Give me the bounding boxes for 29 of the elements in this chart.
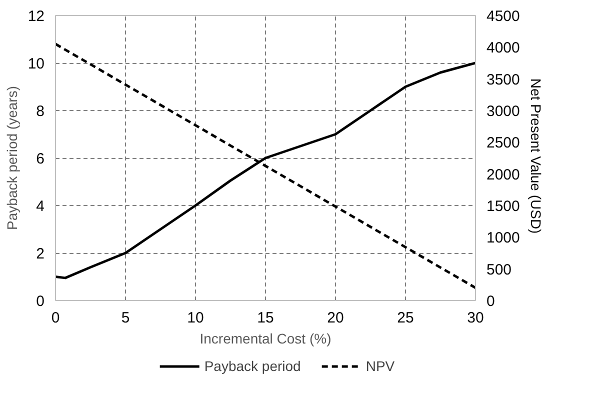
legend-label: NPV: [366, 358, 395, 374]
x-tick-label: 0: [51, 310, 60, 326]
y-tick-label: 2: [36, 246, 44, 262]
x-tick-label: 25: [397, 310, 414, 326]
x-axis-title: Incremental Cost (%): [200, 330, 332, 346]
y2-axis-title: Net Present Value (USD): [528, 78, 544, 234]
y-tick-label: 12: [28, 8, 45, 25]
y2-tick-label: 3500: [486, 71, 520, 88]
y-tick-label: 10: [28, 56, 45, 72]
x-tick-label: 15: [257, 310, 274, 326]
y2-tick-label: 1000: [486, 230, 520, 247]
x-tick-label: 20: [327, 310, 344, 326]
y2-tick-label: 4000: [486, 40, 520, 57]
x-tick-label: 30: [467, 310, 484, 326]
x-tick-label: 10: [187, 310, 204, 326]
y-tick-label: 6: [36, 150, 44, 168]
y-tick-label: 4: [36, 198, 44, 215]
y2-tick-label: 1500: [486, 198, 520, 215]
y-tick-label: 8: [36, 103, 44, 120]
y2-tick-label: 500: [486, 261, 512, 278]
y-axis-title: Payback period (years): [4, 86, 20, 230]
x-tick-label: 5: [121, 310, 130, 326]
y2-tick-label: 0: [486, 293, 495, 310]
y2-tick-label: 2000: [486, 166, 520, 184]
y2-tick-label: 4500: [486, 8, 520, 25]
legend-label: Payback period: [204, 358, 301, 374]
y-tick-label: 0: [36, 293, 44, 310]
y2-tick-label: 3000: [486, 103, 520, 120]
y2-tick-label: 2500: [486, 134, 520, 152]
